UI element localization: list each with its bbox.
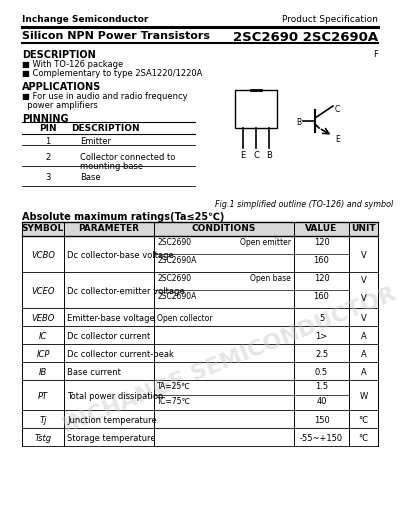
Text: Open emitter: Open emitter: [240, 238, 291, 247]
Text: 2SC2690 2SC2690A: 2SC2690 2SC2690A: [233, 31, 378, 44]
Text: 1: 1: [45, 137, 51, 146]
Text: E: E: [335, 135, 340, 144]
Text: V: V: [361, 251, 366, 260]
Text: Storage temperature: Storage temperature: [67, 434, 156, 443]
Text: TA=25℃: TA=25℃: [157, 382, 191, 391]
Text: Junction temperature: Junction temperature: [67, 416, 157, 425]
Text: ■ For use in audio and radio frequency: ■ For use in audio and radio frequency: [22, 92, 188, 101]
Text: A: A: [361, 350, 366, 359]
Text: Tj: Tj: [39, 416, 47, 425]
Text: B: B: [296, 118, 301, 127]
Text: 1>: 1>: [315, 332, 328, 341]
Text: Emitter-base voltage: Emitter-base voltage: [67, 314, 155, 323]
Text: V: V: [361, 276, 366, 285]
Text: 120: 120: [314, 238, 329, 247]
Text: DESCRIPTION: DESCRIPTION: [71, 124, 139, 133]
Text: Dc collector-base voltage: Dc collector-base voltage: [67, 251, 174, 260]
Text: SYMBOL: SYMBOL: [22, 224, 64, 233]
Text: Silicon NPN Power Transistors: Silicon NPN Power Transistors: [22, 31, 210, 41]
Text: Total power dissipation: Total power dissipation: [67, 392, 163, 401]
Text: °C: °C: [358, 416, 368, 425]
Text: Collector connected to: Collector connected to: [80, 153, 175, 162]
Text: IC: IC: [39, 332, 47, 341]
Text: Open collector: Open collector: [157, 314, 213, 323]
Text: 3: 3: [45, 173, 51, 182]
Text: 40: 40: [316, 397, 327, 406]
Text: 150: 150: [314, 416, 329, 425]
Text: Dc collector-emitter voltage: Dc collector-emitter voltage: [67, 287, 185, 296]
Text: VEBO: VEBO: [31, 314, 55, 323]
Text: 5: 5: [319, 314, 324, 323]
Text: B: B: [266, 151, 272, 160]
Text: W: W: [359, 392, 368, 401]
Text: ■ With TO-126 package: ■ With TO-126 package: [22, 60, 123, 69]
Text: Absolute maximum ratings(Ta≤25℃): Absolute maximum ratings(Ta≤25℃): [22, 212, 224, 222]
Text: ICP: ICP: [36, 350, 50, 359]
Text: VALUE: VALUE: [305, 224, 338, 233]
Text: TC=75℃: TC=75℃: [157, 397, 191, 406]
Text: 2SC2690A: 2SC2690A: [157, 292, 196, 301]
Text: -55~+150: -55~+150: [300, 434, 343, 443]
Text: PARAMETER: PARAMETER: [78, 224, 140, 233]
Text: Tstg: Tstg: [34, 434, 52, 443]
Text: V: V: [361, 314, 366, 323]
Text: mounting base: mounting base: [80, 162, 143, 171]
Text: INCHANGE SEMICONDUCTOR: INCHANGE SEMICONDUCTOR: [60, 284, 400, 436]
Bar: [235, 90, 277, 128]
Text: APPLICATIONS: APPLICATIONS: [22, 82, 101, 92]
Text: 160: 160: [314, 256, 330, 265]
Text: A: A: [361, 332, 366, 341]
Text: power amplifiers: power amplifiers: [22, 101, 98, 110]
Text: CONDITIONS: CONDITIONS: [192, 224, 256, 233]
Text: DESCRIPTION: DESCRIPTION: [22, 50, 96, 60]
Text: 2SC2690: 2SC2690: [157, 238, 191, 247]
Text: A: A: [361, 368, 366, 377]
Text: Dc collector current: Dc collector current: [67, 332, 150, 341]
Text: Open base: Open base: [250, 274, 291, 283]
Text: E: E: [240, 151, 246, 160]
Text: Inchange Semiconductor: Inchange Semiconductor: [22, 15, 148, 24]
Text: Fig.1 simplified outline (TO-126) and symbol: Fig.1 simplified outline (TO-126) and sy…: [215, 200, 393, 209]
Text: PIN: PIN: [39, 124, 57, 133]
Text: Product Specification: Product Specification: [282, 15, 378, 24]
Text: IB: IB: [39, 368, 47, 377]
Text: Base: Base: [80, 173, 101, 182]
Text: Dc collector current-peak: Dc collector current-peak: [67, 350, 174, 359]
Text: PT: PT: [38, 392, 48, 401]
Text: V: V: [361, 294, 366, 303]
Text: 2SC2690: 2SC2690: [157, 274, 191, 283]
Text: 160: 160: [314, 292, 330, 301]
Text: 2.5: 2.5: [315, 350, 328, 359]
Text: C: C: [335, 105, 340, 114]
Text: 2SC2690A: 2SC2690A: [157, 256, 196, 265]
Text: 1.5: 1.5: [315, 382, 328, 391]
Text: 120: 120: [314, 274, 329, 283]
Text: ■ Complementary to type 2SA1220/1220A: ■ Complementary to type 2SA1220/1220A: [22, 69, 202, 78]
Text: 2: 2: [45, 153, 51, 162]
Text: PINNING: PINNING: [22, 114, 68, 124]
Bar: [22, 222, 378, 236]
Text: VCEO: VCEO: [31, 287, 55, 296]
Text: F: F: [373, 50, 378, 59]
Text: VCBO: VCBO: [31, 251, 55, 260]
Text: Base current: Base current: [67, 368, 121, 377]
Text: 0.5: 0.5: [315, 368, 328, 377]
Text: UNIT: UNIT: [351, 224, 376, 233]
Text: Emitter: Emitter: [80, 137, 111, 146]
Text: C: C: [253, 151, 259, 160]
Text: °C: °C: [358, 434, 368, 443]
